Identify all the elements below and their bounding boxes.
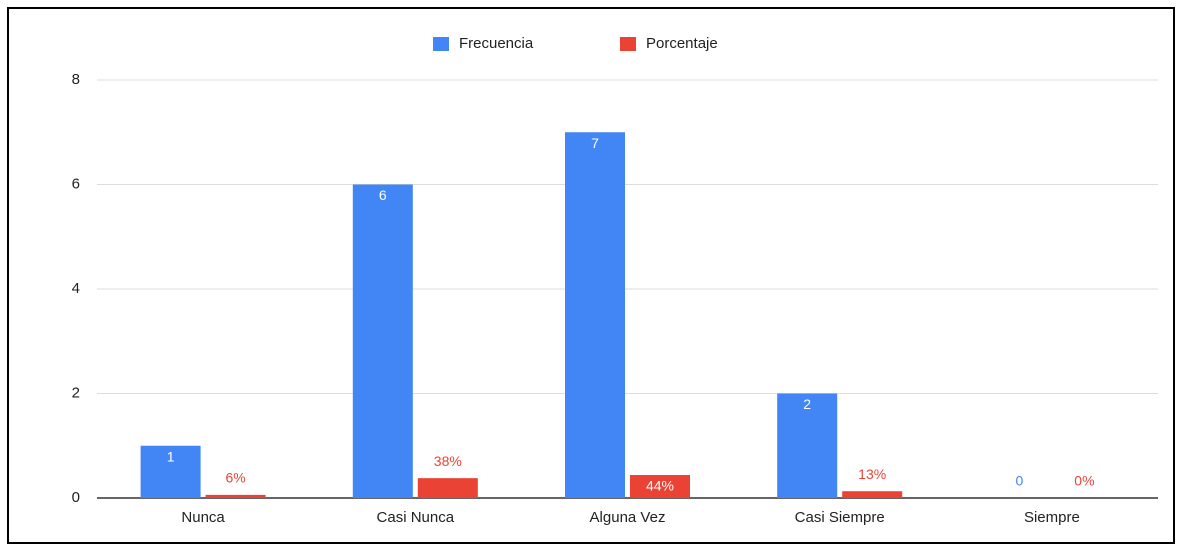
bar	[777, 393, 838, 498]
data-label: 0%	[1074, 473, 1094, 489]
y-tick-label: 2	[72, 384, 80, 401]
data-label: 6	[379, 187, 387, 203]
data-label: 44%	[646, 478, 674, 494]
bar	[630, 475, 690, 498]
legend-label: Porcentaje	[646, 35, 718, 52]
bar	[565, 132, 625, 498]
y-tick-label: 8	[72, 71, 80, 88]
data-label: 0	[1016, 473, 1024, 489]
y-tick-label: 4	[72, 280, 80, 297]
bar	[417, 478, 478, 498]
x-tick-label: Alguna Vez	[590, 509, 666, 526]
bar	[842, 491, 903, 498]
data-label: 2	[803, 396, 811, 412]
bar	[352, 184, 413, 498]
legend-swatch	[620, 37, 636, 51]
bar	[140, 445, 201, 498]
data-label: 1	[167, 448, 175, 464]
data-label: 38%	[434, 453, 462, 469]
legend-label: Frecuencia	[459, 35, 534, 52]
x-tick-label: Casi Siempre	[795, 509, 885, 526]
y-tick-label: 6	[72, 175, 80, 192]
x-tick-label: Siempre	[1024, 509, 1080, 526]
y-tick-label: 0	[72, 489, 80, 506]
legend-swatch	[433, 37, 449, 51]
bar	[205, 494, 266, 498]
x-tick-label: Nunca	[181, 509, 225, 526]
frame	[7, 7, 1175, 544]
data-label: 6%	[225, 470, 245, 486]
x-tick-label: Casi Nunca	[377, 509, 455, 526]
data-label: 13%	[858, 466, 886, 482]
data-label: 7	[591, 135, 599, 151]
